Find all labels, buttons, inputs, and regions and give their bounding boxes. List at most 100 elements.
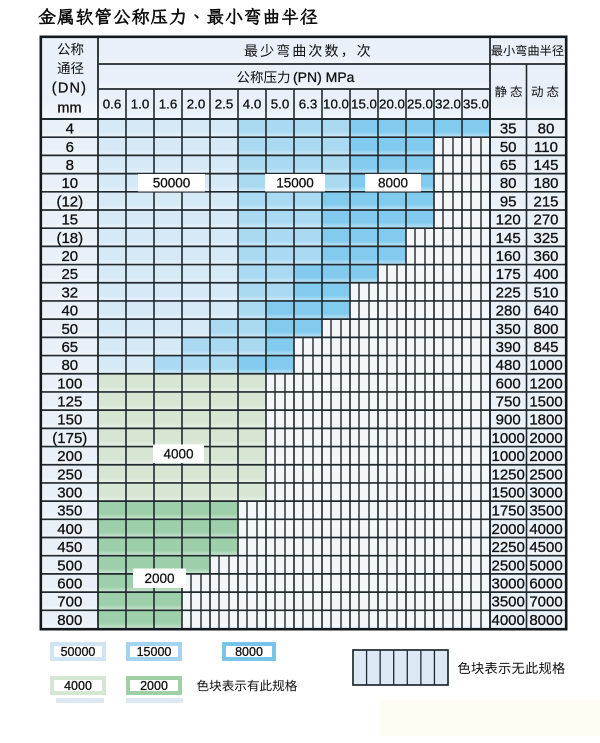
svg-text:4500: 4500 [529,539,562,556]
svg-text:145: 145 [496,230,521,247]
svg-text:(12): (12) [56,193,83,210]
svg-text:1000: 1000 [529,357,562,374]
svg-text:6000: 6000 [529,576,562,593]
svg-text:65: 65 [61,339,78,356]
svg-text:15000: 15000 [137,645,172,659]
svg-text:640: 640 [533,303,558,320]
svg-text:50: 50 [500,139,517,156]
svg-text:350: 350 [57,503,82,520]
svg-text:0.6: 0.6 [103,97,122,112]
svg-text:15.0: 15.0 [351,97,377,112]
svg-text:280: 280 [496,303,521,320]
svg-text:4000: 4000 [492,612,525,629]
svg-text:600: 600 [496,375,521,392]
svg-text:35: 35 [500,121,517,138]
svg-text:2000: 2000 [492,521,525,538]
svg-text:600: 600 [57,576,82,593]
svg-text:80: 80 [538,121,555,138]
svg-text:1200: 1200 [529,375,562,392]
svg-text:10.0: 10.0 [323,97,349,112]
svg-text:160: 160 [496,248,521,265]
svg-text:270: 270 [533,212,558,229]
svg-text:450: 450 [57,539,82,556]
svg-text:2500: 2500 [529,466,562,483]
svg-text:50: 50 [61,321,78,338]
svg-text:2250: 2250 [492,539,525,556]
svg-text:200: 200 [57,448,82,465]
svg-text:800: 800 [533,321,558,338]
svg-text:120: 120 [496,212,521,229]
svg-text:5.0: 5.0 [271,97,290,112]
svg-text:300: 300 [57,485,82,502]
svg-text:1000: 1000 [492,448,525,465]
svg-text:50000: 50000 [153,175,191,190]
svg-text:95: 95 [500,193,517,210]
svg-text:8000: 8000 [378,175,408,190]
svg-text:15: 15 [61,212,78,229]
svg-text:50000: 50000 [61,645,96,659]
svg-text:3500: 3500 [529,503,562,520]
svg-text:900: 900 [496,412,521,429]
svg-text:4: 4 [66,121,74,138]
svg-text:(175): (175) [52,430,87,447]
svg-text:20: 20 [61,248,78,265]
svg-text:2.5: 2.5 [215,97,234,112]
svg-text:480: 480 [496,357,521,374]
svg-text:1500: 1500 [492,485,525,502]
svg-text:1.0: 1.0 [131,97,150,112]
svg-text:175: 175 [496,266,521,283]
svg-text:6.3: 6.3 [299,97,318,112]
svg-text:(PN) MPa: (PN) MPa [293,69,355,85]
svg-text:2000: 2000 [529,448,562,465]
svg-text:32: 32 [61,284,78,301]
svg-text:225: 225 [496,284,521,301]
svg-text:3500: 3500 [492,594,525,611]
svg-text:1000: 1000 [492,430,525,447]
svg-text:510: 510 [533,284,558,301]
svg-text:5000: 5000 [529,557,562,574]
svg-text:2000: 2000 [144,571,174,586]
svg-text:8000: 8000 [529,612,562,629]
svg-text:65: 65 [500,157,517,174]
svg-text:3000: 3000 [529,485,562,502]
svg-text:400: 400 [533,266,558,283]
svg-text:750: 750 [496,394,521,411]
svg-text:110: 110 [534,139,558,156]
svg-text:350: 350 [496,321,521,338]
svg-text:700: 700 [57,594,82,611]
svg-text:20.0: 20.0 [379,97,405,112]
svg-text:6: 6 [66,139,74,156]
svg-text:1.6: 1.6 [159,97,178,112]
svg-text:325: 325 [533,230,558,247]
svg-text:mm: mm [57,101,81,117]
svg-text:1250: 1250 [492,466,525,483]
svg-text:215: 215 [533,193,558,210]
svg-text:2000: 2000 [140,679,168,693]
svg-text:400: 400 [57,521,82,538]
svg-text:4.0: 4.0 [243,97,262,112]
svg-text:4000: 4000 [529,521,562,538]
svg-text:40: 40 [61,303,78,320]
svg-text:1500: 1500 [529,394,562,411]
svg-text:250: 250 [57,466,82,483]
svg-text:4000: 4000 [64,679,92,693]
svg-text:2000: 2000 [529,430,562,447]
svg-text:145: 145 [533,157,558,174]
svg-text:100: 100 [57,375,82,392]
svg-text:125: 125 [57,394,82,411]
svg-text:8000: 8000 [235,645,263,659]
svg-text:4000: 4000 [163,446,193,461]
svg-text:32.0: 32.0 [435,97,461,112]
svg-text:35.0: 35.0 [463,97,489,112]
svg-text:25.0: 25.0 [407,97,433,112]
svg-text:80: 80 [500,175,517,192]
svg-text:3000: 3000 [492,576,525,593]
svg-text:390: 390 [496,339,521,356]
svg-text:15000: 15000 [276,175,314,190]
svg-text:180: 180 [533,175,558,192]
svg-text:1800: 1800 [529,412,562,429]
svg-text:2.0: 2.0 [187,97,206,112]
svg-text:25: 25 [61,266,78,283]
svg-text:(DN): (DN) [52,81,87,97]
svg-text:2500: 2500 [492,557,525,574]
